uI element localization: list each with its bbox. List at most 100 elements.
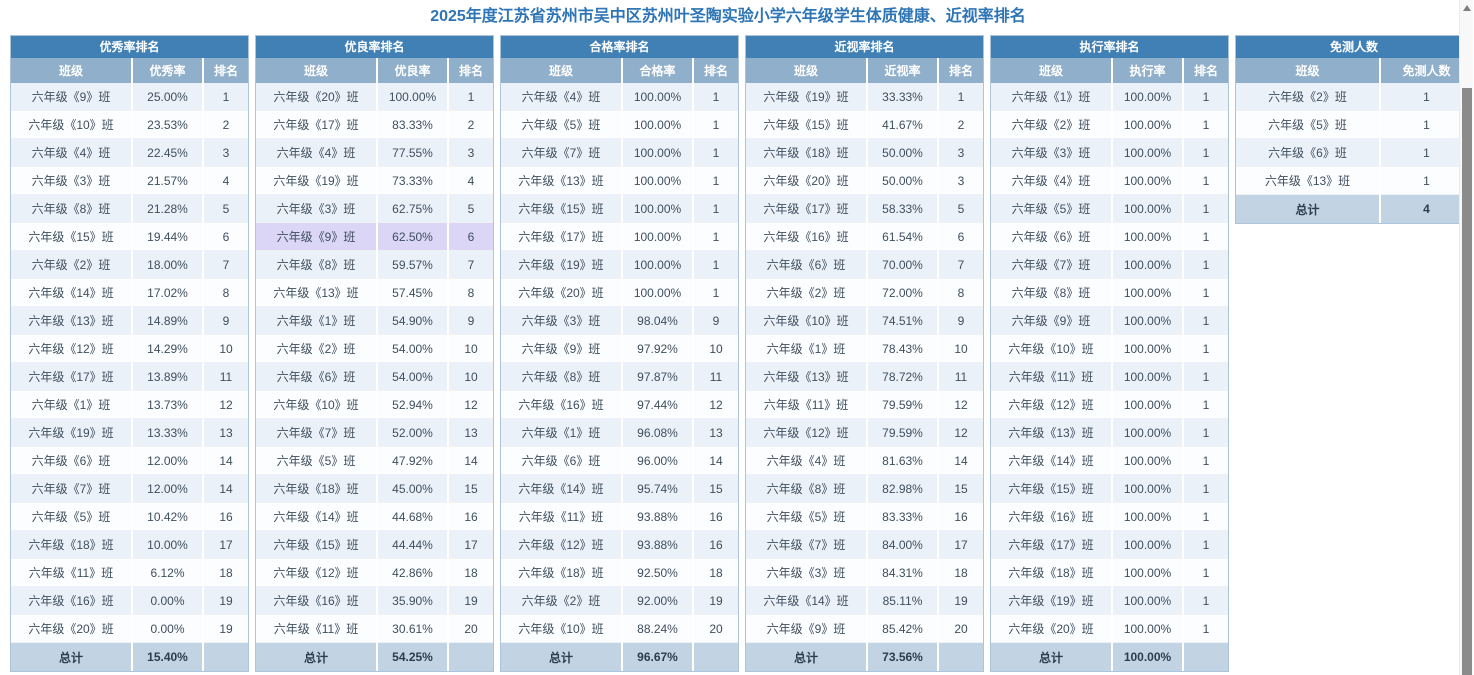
table-title-pass-rate: 合格率排名 xyxy=(501,36,738,58)
value-cell: 23.53% xyxy=(133,111,204,139)
value-cell: 0.00% xyxy=(133,587,204,615)
rank-cell: 5 xyxy=(939,195,983,223)
table-row: 六年级《18》班 50.00% 3 xyxy=(746,139,983,167)
value-cell: 78.43% xyxy=(868,335,939,363)
tables-container: 优秀率排名 班级 优秀率 排名 六年级《9》班 25.00% 1 六年级《10》班 23.53%… xyxy=(10,35,1473,672)
table-row: 六年级《6》班 96.00% 14 xyxy=(501,447,738,475)
value-cell: 97.44% xyxy=(623,391,694,419)
scrollbar-thumb[interactable] xyxy=(1462,88,1472,675)
value-cell: 85.11% xyxy=(868,587,939,615)
value-cell: 100.00% xyxy=(623,167,694,195)
rank-cell: 1 xyxy=(694,167,738,195)
class-name-cell: 六年级《7》班 xyxy=(991,251,1113,279)
value-cell: 100.00% xyxy=(1113,139,1184,167)
column-header: 免测人数 xyxy=(1402,64,1451,78)
table-row: 六年级《14》班 100.00% 1 xyxy=(991,447,1228,475)
table-row: 六年级《10》班 52.94% 12 xyxy=(256,391,493,419)
class-name-cell: 六年级《9》班 xyxy=(11,83,133,111)
rank-cell: 8 xyxy=(449,279,493,307)
value-cell: 62.75% xyxy=(378,195,449,223)
class-name-cell: 六年级《6》班 xyxy=(991,223,1113,251)
class-name-cell: 六年级《2》班 xyxy=(256,335,378,363)
table-row: 六年级《17》班 100.00% 1 xyxy=(991,531,1228,559)
value-cell: 54.00% xyxy=(378,363,449,391)
column-header: 班级 xyxy=(991,58,1113,83)
rank-cell: 5 xyxy=(204,195,248,223)
class-name-cell: 六年级《1》班 xyxy=(991,83,1113,111)
class-name-cell: 六年级《3》班 xyxy=(11,167,133,195)
table-row: 六年级《14》班 44.68% 16 xyxy=(256,503,493,531)
total-row: 总计 4 xyxy=(1236,195,1472,223)
rank-cell: 9 xyxy=(204,307,248,335)
value-cell: 44.68% xyxy=(378,503,449,531)
rank-cell: 1 xyxy=(694,111,738,139)
value-cell: 47.92% xyxy=(378,447,449,475)
table-row: 六年级《1》班 96.08% 13 xyxy=(501,419,738,447)
value-cell: 82.98% xyxy=(868,475,939,503)
table-row: 六年级《20》班 100.00% 1 xyxy=(501,279,738,307)
value-cell: 98.04% xyxy=(623,307,694,335)
class-name-cell: 六年级《3》班 xyxy=(501,307,623,335)
value-cell: 100.00% xyxy=(1113,195,1184,223)
rank-cell: 9 xyxy=(694,307,738,335)
rank-cell: 1 xyxy=(1184,559,1228,587)
class-name-cell: 六年级《4》班 xyxy=(11,139,133,167)
table-row: 六年级《12》班 93.88% 16 xyxy=(501,531,738,559)
table-header-row: 班级 执行率 排名 xyxy=(991,58,1228,83)
value-cell: 74.51% xyxy=(868,307,939,335)
class-name-cell: 六年级《19》班 xyxy=(256,167,378,195)
value-cell: 57.45% xyxy=(378,279,449,307)
rank-cell: 20 xyxy=(694,615,738,643)
value-cell: 95.74% xyxy=(623,475,694,503)
rank-cell: 7 xyxy=(449,251,493,279)
class-name-cell: 六年级《13》班 xyxy=(1236,167,1381,195)
table-title-exempt-count: 免测人数 xyxy=(1236,36,1472,58)
value-cell: 84.31% xyxy=(868,559,939,587)
class-name-cell: 六年级《2》班 xyxy=(501,587,623,615)
value-cell: 100.00% xyxy=(623,195,694,223)
rank-cell: 1 xyxy=(1184,167,1228,195)
value-cell: 50.00% xyxy=(868,139,939,167)
value-cell: 21.57% xyxy=(133,167,204,195)
class-name-cell: 六年级《14》班 xyxy=(256,503,378,531)
vertical-scrollbar[interactable] xyxy=(1459,0,1473,675)
value-cell: 100.00% xyxy=(1113,307,1184,335)
value-cell: 92.50% xyxy=(623,559,694,587)
rank-cell: 12 xyxy=(449,391,493,419)
value-cell: 25.00% xyxy=(133,83,204,111)
class-name-cell: 六年级《18》班 xyxy=(991,559,1113,587)
table-row: 六年级《4》班 100.00% 1 xyxy=(501,83,738,111)
table-row: 六年级《13》班 1 xyxy=(1236,167,1472,195)
class-name-cell: 六年级《13》班 xyxy=(746,363,868,391)
class-name-cell: 六年级《16》班 xyxy=(256,587,378,615)
scroll-up-icon[interactable] xyxy=(1463,5,1471,11)
table-row: 六年级《20》班 50.00% 3 xyxy=(746,167,983,195)
class-name-cell: 六年级《10》班 xyxy=(11,111,133,139)
table-row: 六年级《7》班 12.00% 14 xyxy=(11,475,248,503)
class-name-cell: 六年级《12》班 xyxy=(991,391,1113,419)
class-name-cell: 六年级《18》班 xyxy=(11,531,133,559)
value-cell: 52.94% xyxy=(378,391,449,419)
class-name-cell: 六年级《17》班 xyxy=(991,531,1113,559)
class-name-cell: 六年级《3》班 xyxy=(991,139,1113,167)
rank-cell: 16 xyxy=(694,531,738,559)
class-name-cell: 六年级《13》班 xyxy=(11,307,133,335)
value-cell: 100.00% xyxy=(1113,615,1184,643)
class-name-cell: 六年级《1》班 xyxy=(256,307,378,335)
class-name-cell: 六年级《14》班 xyxy=(746,587,868,615)
rank-cell: 16 xyxy=(694,503,738,531)
value-cell: 14.29% xyxy=(133,335,204,363)
table-row: 六年级《15》班 44.44% 17 xyxy=(256,531,493,559)
table-row: 六年级《5》班 10.42% 16 xyxy=(11,503,248,531)
rank-cell: 4 xyxy=(449,167,493,195)
class-name-cell: 六年级《15》班 xyxy=(991,475,1113,503)
table-row: 六年级《2》班 100.00% 1 xyxy=(991,111,1228,139)
rank-cell: 1 xyxy=(694,251,738,279)
total-cell: 总计 xyxy=(11,643,133,671)
table-row: 六年级《16》班 0.00% 19 xyxy=(11,587,248,615)
rank-cell: 20 xyxy=(449,615,493,643)
class-name-cell: 六年级《14》班 xyxy=(501,475,623,503)
rank-cell: 1 xyxy=(449,83,493,111)
table-row: 六年级《6》班 12.00% 14 xyxy=(11,447,248,475)
table-row: 六年级《12》班 100.00% 1 xyxy=(991,391,1228,419)
